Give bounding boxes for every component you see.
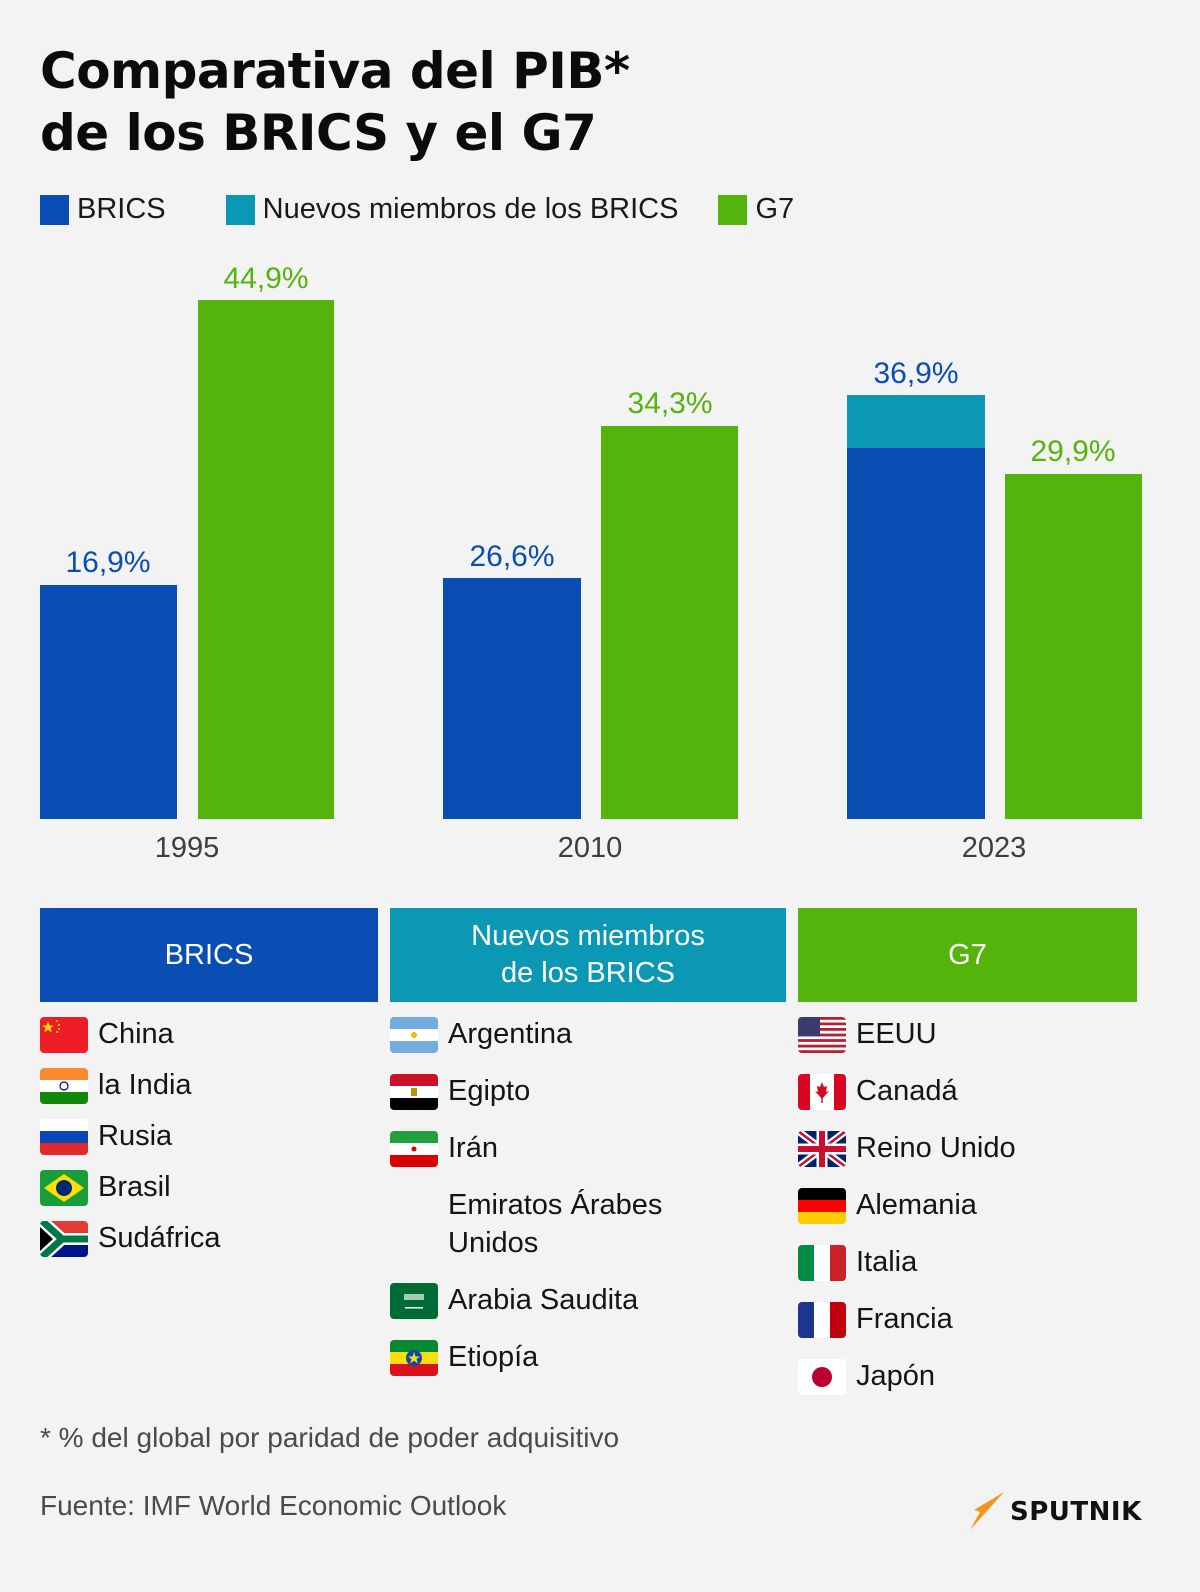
- country-item: Francia: [798, 1300, 1016, 1357]
- value-label-brics-2023: 36,9%: [873, 357, 959, 390]
- source-note: Fuente: IMF World Economic Outlook: [40, 1490, 507, 1521]
- legend-swatch-g7: [718, 194, 748, 225]
- bar-brics-2023: [847, 448, 985, 819]
- usa-flag-icon: [798, 1017, 846, 1053]
- group-header-g7: G7: [798, 908, 1137, 1002]
- country-name: Francia: [856, 1303, 953, 1335]
- value-label-g7-2023: 29,9%: [1030, 435, 1116, 468]
- country-name: EEUU: [856, 1018, 937, 1050]
- group-header-brics: BRICS: [40, 908, 378, 1002]
- country-list-g7: EEUU Canadá Reino Unido Alemania Italia …: [798, 1015, 1016, 1414]
- country-item: Rusia: [40, 1117, 221, 1168]
- country-item: EEUU: [798, 1015, 1016, 1072]
- country-name: Arabia Saudita: [448, 1284, 639, 1316]
- legend-label: G7: [755, 193, 795, 225]
- page-title: Comparativa del PIB* de los BRICS y el G…: [40, 40, 630, 164]
- value-label-brics-1995: 16,9%: [65, 546, 151, 579]
- group-header-new-members: Nuevos miembros de los BRICS: [390, 908, 786, 1002]
- south-africa-flag-icon: [40, 1221, 88, 1257]
- country-name: Canadá: [856, 1075, 958, 1107]
- egypt-flag-icon: [390, 1074, 438, 1110]
- country-list-new-members: Argentina Egipto Irán Emiratos Árabes Un…: [390, 1015, 662, 1395]
- country-name: Japón: [856, 1360, 936, 1392]
- bar-brics-2010: [443, 578, 581, 819]
- country-name: Italia: [856, 1246, 918, 1278]
- footnote: * % del global por paridad de poder adqu…: [40, 1422, 620, 1453]
- germany-flag-icon: [798, 1188, 846, 1224]
- country-item: Argentina: [390, 1015, 662, 1072]
- x-tick-2010: 2010: [557, 832, 623, 864]
- india-flag-icon: [40, 1068, 88, 1104]
- saudi-arabia-flag-icon: [390, 1283, 438, 1319]
- china-flag-icon: [40, 1017, 88, 1053]
- legend-swatch-brics: [40, 194, 69, 225]
- title-line-1: Comparativa del PIB*: [40, 42, 630, 100]
- legend-item-new-members: Nuevos miembros de los BRICS: [225, 193, 679, 226]
- russia-flag-icon: [40, 1119, 88, 1155]
- sputnik-logo: SPUTNIK: [970, 1490, 1142, 1534]
- france-flag-icon: [798, 1302, 846, 1338]
- country-item: Canadá: [798, 1072, 1016, 1129]
- bar-brics-1995: [40, 585, 177, 819]
- canada-flag-icon: [798, 1074, 846, 1110]
- x-tick-2023: 2023: [961, 832, 1027, 864]
- country-item: Irán: [390, 1129, 662, 1186]
- country-item: Egipto: [390, 1072, 662, 1129]
- argentina-flag-icon: [390, 1017, 438, 1053]
- bar-g7-2023: [1005, 474, 1142, 819]
- bar-g7-2010: [601, 426, 738, 819]
- italy-flag-icon: [798, 1245, 846, 1281]
- legend-label: BRICS: [77, 193, 166, 225]
- legend-label: Nuevos miembros de los BRICS: [262, 193, 679, 225]
- value-label-g7-2010: 34,3%: [627, 387, 713, 420]
- japan-flag-icon: [798, 1359, 846, 1395]
- country-item: China: [40, 1015, 221, 1066]
- country-name: Etiopía: [448, 1341, 539, 1373]
- iran-flag-icon: [390, 1131, 438, 1167]
- country-name: Argentina: [448, 1018, 573, 1050]
- country-item: Italia: [798, 1243, 1016, 1300]
- country-list-brics: China la India Rusia Brasil Sudáfrica: [40, 1015, 221, 1270]
- country-item: Alemania: [798, 1186, 1016, 1243]
- country-name: Emiratos Árabes Unidos: [448, 1189, 663, 1259]
- country-name: la India: [98, 1069, 192, 1101]
- country-name: China: [98, 1018, 174, 1050]
- uae-flag-icon: [390, 1188, 438, 1224]
- chart-legend: BRICS Nuevos miembros de los BRICS G7: [40, 193, 834, 226]
- country-item: Brasil: [40, 1168, 221, 1219]
- value-label-g7-1995: 44,9%: [223, 262, 309, 295]
- uk-flag-icon: [798, 1131, 846, 1167]
- country-item: Emiratos Árabes Unidos: [390, 1186, 662, 1281]
- legend-swatch-new-members: [225, 194, 255, 225]
- legend-item-brics: BRICS: [40, 193, 166, 226]
- country-name: Reino Unido: [856, 1132, 1016, 1164]
- country-name: Alemania: [856, 1189, 977, 1221]
- brazil-flag-icon: [40, 1170, 88, 1206]
- bar-new-members-2023: [847, 395, 985, 448]
- country-name: Sudáfrica: [98, 1222, 221, 1254]
- sputnik-wing-icon: [970, 1490, 1006, 1534]
- bar-g7-1995: [198, 300, 334, 819]
- country-item: la India: [40, 1066, 221, 1117]
- logo-text: SPUTNIK: [1010, 1497, 1142, 1527]
- country-item: Etiopía: [390, 1338, 662, 1395]
- country-name: Egipto: [448, 1075, 531, 1107]
- country-item: Japón: [798, 1357, 1016, 1414]
- title-line-2: de los BRICS y el G7: [40, 104, 597, 162]
- legend-item-g7: G7: [718, 193, 794, 226]
- country-name: Brasil: [98, 1171, 171, 1203]
- country-item: Reino Unido: [798, 1129, 1016, 1186]
- country-item: Sudáfrica: [40, 1219, 221, 1270]
- country-item: Arabia Saudita: [390, 1281, 662, 1338]
- value-label-brics-2010: 26,6%: [469, 540, 555, 573]
- x-tick-1995: 1995: [154, 832, 220, 864]
- country-name: Irán: [448, 1132, 498, 1164]
- ethiopia-flag-icon: [390, 1340, 438, 1376]
- country-name: Rusia: [98, 1120, 173, 1152]
